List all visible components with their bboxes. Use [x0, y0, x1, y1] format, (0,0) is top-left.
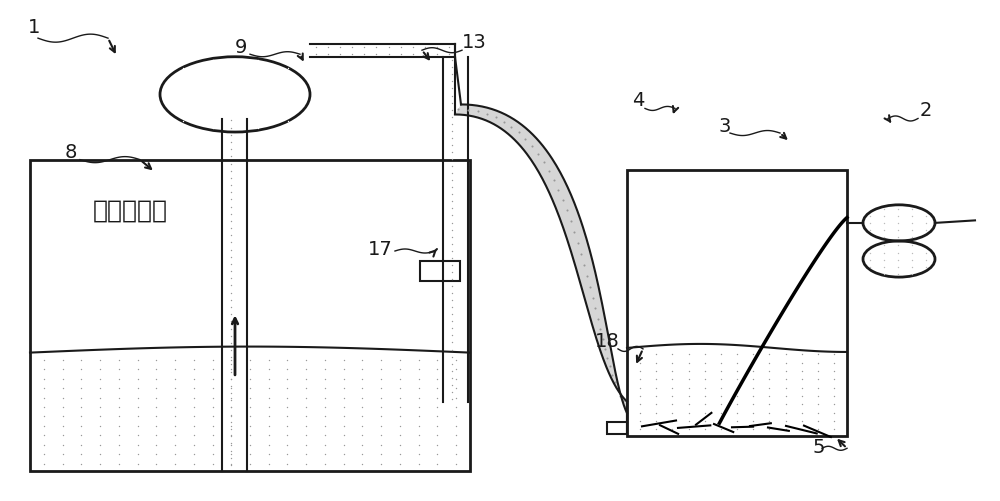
Text: 吸入加工液: 吸入加工液 [92, 198, 168, 222]
Bar [30, 160, 470, 471]
Text: 13: 13 [462, 33, 487, 52]
Bar [627, 170, 847, 436]
Circle shape [160, 58, 310, 133]
Text: 4: 4 [632, 91, 644, 110]
Text: 9: 9 [235, 38, 247, 57]
Text: 17: 17 [368, 239, 393, 259]
Bar [607, 422, 627, 434]
Text: 2: 2 [920, 101, 932, 120]
Bar [420, 262, 460, 282]
Text: 8: 8 [65, 143, 77, 162]
Text: 1: 1 [28, 18, 40, 37]
Text: 18: 18 [595, 332, 620, 351]
Polygon shape [455, 105, 627, 413]
Text: 5: 5 [812, 437, 824, 456]
Text: 3: 3 [718, 116, 730, 135]
